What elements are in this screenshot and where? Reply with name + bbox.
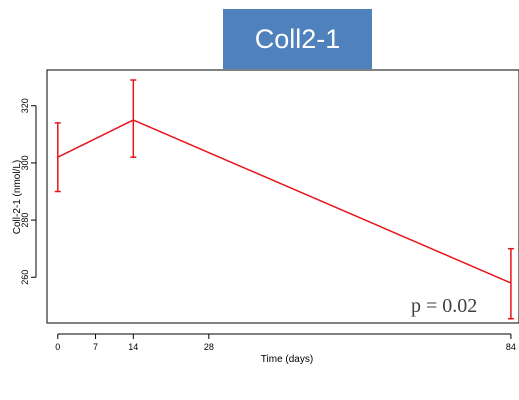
y-axis: 260 280 300 320	[20, 98, 37, 285]
y-tick-label: 280	[20, 213, 30, 228]
x-tick-label: 84	[506, 342, 516, 352]
p-value-annotation: p = 0.02	[411, 295, 477, 317]
x-tick-label: 7	[93, 342, 98, 352]
chart-title: Coll2-1	[254, 23, 341, 54]
series-group	[54, 79, 514, 320]
plot-frame	[46, 69, 519, 324]
x-tick-label: 28	[204, 342, 214, 352]
x-axis-label: Time (days)	[261, 354, 313, 365]
x-axis: 0 7 14 28 84	[55, 333, 516, 352]
y-tick-label: 300	[20, 155, 30, 170]
chart-title-box: Coll2-1	[223, 9, 372, 69]
y-tick-label: 260	[20, 270, 30, 285]
y-axis-label: Coll-2-1 (nmol/L)	[12, 160, 23, 234]
series-line	[57, 119, 512, 284]
x-tick-label: 14	[128, 342, 138, 352]
x-tick-label: 0	[55, 342, 60, 352]
y-tick-label: 320	[20, 98, 30, 113]
